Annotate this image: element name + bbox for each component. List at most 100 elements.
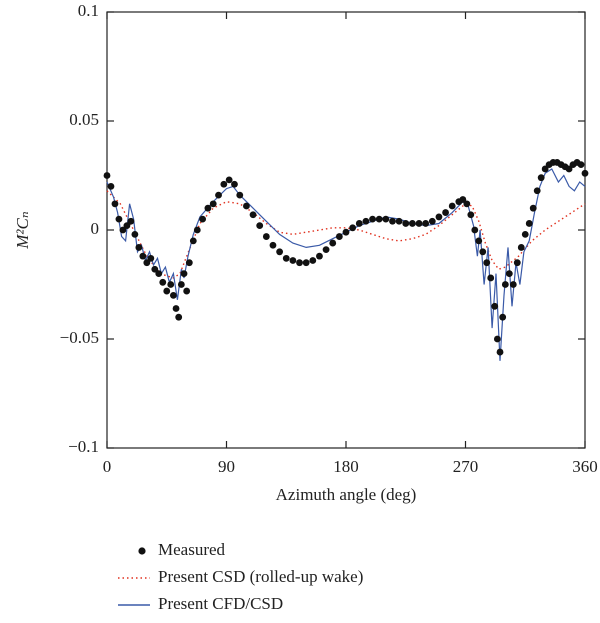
data-point <box>215 191 222 199</box>
data-point <box>475 237 483 245</box>
x-tick-label: 0 <box>103 457 112 476</box>
data-point <box>471 226 479 234</box>
data-point <box>107 183 115 190</box>
data-point <box>183 287 191 295</box>
data-point <box>565 165 573 173</box>
data-point <box>199 215 207 223</box>
x-tick-label: 360 <box>572 457 598 476</box>
y-tick-label: 0.05 <box>69 110 99 129</box>
data-point <box>577 161 585 169</box>
data-point <box>517 244 525 251</box>
data-point <box>163 287 171 295</box>
data-point <box>483 259 491 267</box>
data-point <box>509 281 517 288</box>
data-point <box>499 313 507 321</box>
data-point <box>342 228 350 236</box>
legend-label: Measured <box>158 540 226 559</box>
data-point <box>493 335 501 343</box>
data-point <box>329 239 337 247</box>
data-point <box>225 176 233 184</box>
data-point <box>147 254 155 262</box>
data-point <box>369 215 376 223</box>
y-tick-label: 0 <box>91 219 100 238</box>
y-tick-label: −0.05 <box>60 328 99 347</box>
data-point <box>180 270 188 277</box>
data-point <box>541 165 549 173</box>
data-point <box>435 213 443 221</box>
x-tick-label: 270 <box>453 457 479 476</box>
data-point <box>243 202 250 210</box>
data-point <box>249 211 257 219</box>
data-point <box>479 248 487 256</box>
data-point <box>442 209 449 216</box>
legend-label: Present CFD/CSD <box>158 594 283 613</box>
data-point <box>316 252 323 260</box>
data-point <box>119 226 127 234</box>
data-point <box>282 254 290 262</box>
data-point <box>123 222 131 230</box>
data-point <box>175 313 183 321</box>
data-point <box>422 220 430 227</box>
data-point <box>256 222 264 230</box>
data-point <box>155 270 163 277</box>
legend-label: Present CSD (rolled-up wake) <box>158 567 363 586</box>
legend-marker <box>138 547 146 555</box>
data-point <box>408 220 416 227</box>
data-point <box>103 172 111 179</box>
data-point <box>459 196 467 203</box>
data-point <box>169 292 177 299</box>
data-point <box>231 180 238 188</box>
data-point <box>513 259 521 267</box>
data-point <box>172 305 180 312</box>
data-point <box>204 204 212 212</box>
data-point <box>402 220 410 227</box>
data-point <box>236 191 244 199</box>
data-point <box>127 217 135 225</box>
data-point <box>581 169 589 177</box>
data-point <box>525 220 533 227</box>
data-point <box>349 224 357 232</box>
data-point <box>521 230 529 238</box>
data-point <box>111 200 119 208</box>
data-point <box>302 259 310 267</box>
data-point <box>395 217 403 225</box>
data-point <box>491 302 499 310</box>
data-point <box>269 241 277 249</box>
data-point <box>505 270 513 277</box>
data-point <box>139 252 147 260</box>
data-point <box>322 246 330 254</box>
x-axis-label: Azimuth angle (deg) <box>276 485 417 504</box>
data-point <box>193 226 201 234</box>
y-tick-label: 0.1 <box>78 1 99 20</box>
data-point <box>189 237 197 245</box>
data-point <box>177 281 185 288</box>
data-point <box>533 187 541 195</box>
x-tick-label: 180 <box>333 457 359 476</box>
y-axis-label: M²Cₙ <box>13 211 32 250</box>
data-point <box>487 274 495 282</box>
data-point <box>159 278 167 286</box>
data-point <box>389 217 396 225</box>
data-point <box>220 180 228 188</box>
data-point <box>185 259 193 267</box>
data-point <box>362 217 370 225</box>
data-point <box>463 200 471 208</box>
data-point <box>209 200 217 208</box>
data-point <box>375 215 383 223</box>
data-point <box>529 204 537 212</box>
data-point <box>467 211 475 219</box>
data-point <box>115 215 123 223</box>
data-point <box>355 220 363 227</box>
data-point <box>135 244 143 251</box>
x-tick-label: 90 <box>218 457 235 476</box>
data-point <box>143 259 151 267</box>
data-point <box>296 259 303 267</box>
data-point <box>167 281 175 288</box>
data-point <box>415 220 423 227</box>
data-point <box>428 217 436 225</box>
series-line <box>106 168 586 361</box>
data-point <box>335 233 343 240</box>
data-point <box>496 348 504 356</box>
data-point <box>276 248 284 256</box>
